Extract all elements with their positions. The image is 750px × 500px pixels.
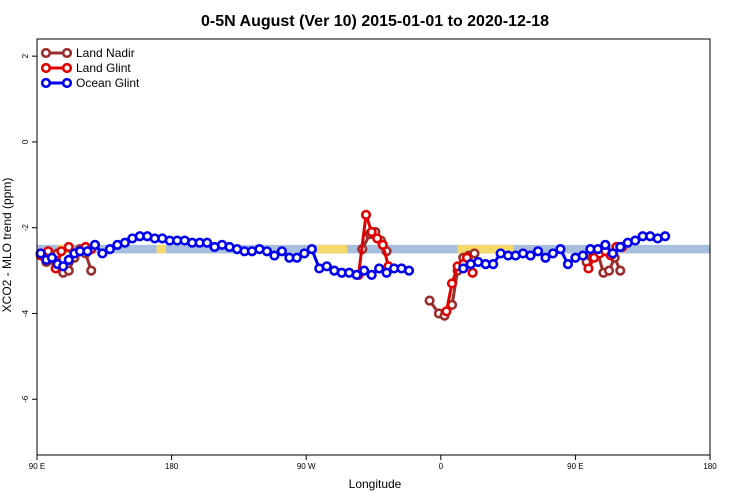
land-glint-point-4 [63, 241, 74, 253]
y-tick-label-3: -4 [21, 309, 30, 317]
ocean-glint-point-45 [359, 265, 370, 276]
series-land-glint [35, 209, 628, 317]
x-tick-label-0: 90 E [29, 462, 45, 471]
ocean-glint-point-32 [261, 246, 273, 257]
land-glint-segment [357, 214, 368, 276]
legend-entry-land-glint: Land Glint [40, 61, 131, 75]
ocean-glint-point-63 [540, 252, 551, 263]
ocean-glint-point-34 [276, 246, 287, 257]
y-tick-label-0: 2 [21, 53, 30, 58]
band-region [37, 244, 710, 254]
land-glint-point-11 [366, 226, 377, 238]
ocean-glint-point-65 [555, 244, 566, 255]
legend-label-land-nadir: Land Nadir [76, 46, 135, 60]
ocean-glint-point-70 [592, 244, 603, 255]
land-glint-point-12 [372, 233, 383, 244]
y-tick-label-2: -2 [21, 224, 30, 232]
ocean-glint-point-24 [202, 237, 213, 248]
ocean-glint-point-38 [306, 244, 317, 255]
y-tick-label-4: -6 [21, 395, 30, 403]
legend-label-ocean-glint: Ocean Glint [76, 76, 140, 90]
land-nadir-point-27 [603, 265, 615, 276]
legend-marker-left-ocean-glint [40, 77, 52, 89]
land-nadir-segment [450, 270, 460, 306]
ocean-glint-point-2 [46, 252, 58, 263]
ocean-glint-point-46 [366, 269, 377, 280]
land-nadir-point-15 [424, 295, 435, 306]
band-highlight-3 [457, 244, 514, 254]
x-tick-label-4: 90 E [567, 462, 583, 471]
series-layer [35, 209, 671, 321]
y-axis-label: XCO2 - MLO trend (ppm) [0, 178, 14, 313]
x-axis-label: Longitude [349, 477, 402, 491]
x-axis: 90 E 180 90 W 0 90 E 180 [29, 455, 717, 471]
land-nadir-point-9 [86, 265, 97, 276]
land-nadir-point-22 [469, 248, 480, 259]
y-tick-label-1: 0 [21, 139, 30, 144]
x-tick-label-5: 180 [703, 462, 717, 471]
ocean-glint-point-40 [321, 261, 332, 272]
ocean-glint-point-48 [381, 267, 392, 278]
band-highlight-2 [317, 244, 348, 254]
land-glint-point-10 [360, 209, 372, 220]
ocean-glint-point-11 [104, 244, 116, 255]
legend-marker-right-land-glint [61, 62, 73, 74]
ocean-glint-point-61 [525, 250, 536, 261]
ocean-glint-point-9 [89, 239, 101, 250]
legend-marker-right-land-nadir [61, 47, 73, 59]
ocean-glint-point-37 [299, 248, 310, 259]
ocean-glint-point-62 [532, 246, 544, 257]
ocean-glint-point-73 [615, 241, 626, 253]
ocean-glint-point-13 [119, 237, 130, 248]
band-highlight-1 [156, 244, 166, 254]
series-ocean-glint [35, 231, 671, 280]
land-glint-point-13 [377, 239, 388, 250]
x-tick-label-3: 0 [439, 462, 444, 471]
land-glint-point-16 [446, 278, 458, 289]
plot-area-frame [36, 38, 711, 456]
legend-marker-left-land-nadir [40, 47, 52, 59]
land-glint-point-21 [583, 263, 594, 274]
legend-entry-ocean-glint: Ocean Glint [40, 76, 140, 90]
land-glint-point-20 [467, 267, 478, 278]
land-nadir-point-29 [615, 265, 626, 276]
ocean-glint-point-47 [374, 263, 385, 274]
ocean-glint-point-51 [403, 265, 415, 276]
x-tick-label-1: 180 [165, 462, 179, 471]
legend-entry-land-nadir: Land Nadir [40, 46, 135, 60]
legend-marker-left-land-glint [40, 62, 52, 74]
ocean-glint-point-72 [607, 248, 618, 259]
land-glint-point-3 [56, 246, 67, 257]
chart-title: 0-5N August (Ver 10) 2015-01-01 to 2020-… [201, 13, 549, 30]
ocean-glint-point-56 [488, 259, 499, 270]
ocean-glint-point-75 [630, 235, 641, 246]
ocean-glint-point-33 [269, 250, 280, 261]
legend-label-land-glint: Land Glint [76, 61, 131, 75]
ocean-glint-point-52 [458, 263, 469, 274]
ocean-glint-point-64 [547, 248, 559, 259]
ocean-glint-point-5 [63, 254, 74, 265]
y-axis: 2 0 -2 -4 -6 [21, 53, 37, 403]
ocean-glint-point-44 [351, 269, 362, 280]
ocean-glint-point-79 [660, 231, 671, 242]
ocean-glint-point-8 [82, 246, 93, 257]
ocean-glint-point-71 [600, 239, 611, 250]
ocean-glint-point-36 [291, 252, 302, 263]
ocean-glint-point-66 [562, 259, 574, 270]
x-tick-label-2: 90 W [297, 462, 316, 471]
ocean-glint-point-68 [577, 250, 588, 261]
ocean-glint-point-10 [97, 248, 108, 259]
legend-marker-right-ocean-glint [61, 77, 73, 89]
land-glint-point-15 [441, 306, 452, 317]
ocean-glint-point-4 [58, 261, 69, 272]
